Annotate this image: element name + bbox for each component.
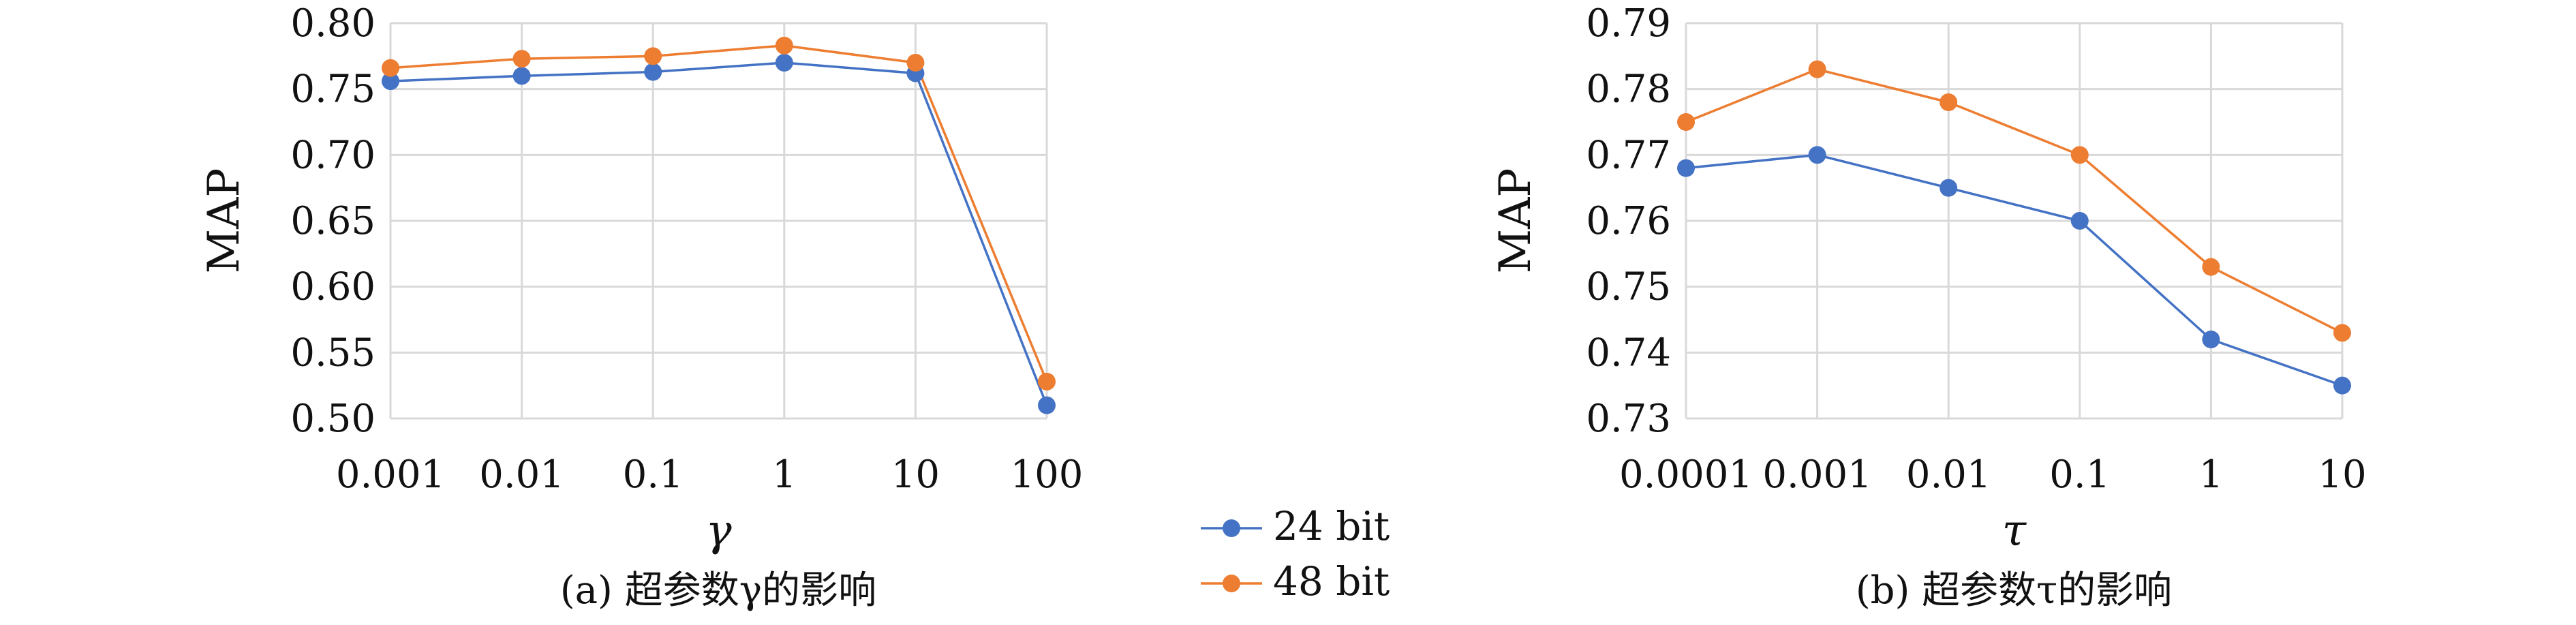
y-tick-label: 0.75 (290, 67, 375, 112)
data-point-24-bit (1939, 179, 1958, 197)
y-axis-label: MAP (199, 168, 249, 274)
legend-label: 24 bit (1273, 503, 1390, 549)
y-axis-label: MAP (1490, 168, 1541, 274)
y-tick-label: 0.50 (290, 397, 375, 441)
data-point-48-bit (2333, 324, 2351, 342)
data-point-24-bit (1808, 146, 1826, 164)
y-tick-label: 0.79 (1586, 1, 1671, 46)
y-tick-label: 0.76 (1586, 199, 1671, 243)
x-tick-label: 0.1 (2049, 453, 2110, 497)
x-tick-label: 10 (891, 453, 940, 497)
chart-caption: (a) 超参数γ的影响 (560, 568, 876, 613)
y-tick-label: 0.70 (290, 133, 375, 177)
x-axis-label: γ (705, 506, 732, 556)
series-line-48-bit (1685, 67, 2343, 334)
x-tick-label: 1 (2199, 453, 2224, 497)
legend-label: 48 bit (1273, 558, 1390, 605)
data-point-48-bit (1038, 372, 1056, 391)
data-point-24-bit (1038, 396, 1056, 414)
chart-gamma: 0.80 0.75 0.70 0.65 0.60 0.55 0.50 0.001 0.01 0.1… (199, 1, 1083, 613)
legend: 24 bit 48 bit (1201, 503, 1390, 605)
data-point-24-bit (775, 54, 793, 72)
x-tick-label: 0.01 (1906, 453, 1991, 497)
data-point-48-bit (775, 36, 793, 55)
data-point-48-bit (644, 47, 662, 65)
legend-swatch-marker (1223, 519, 1240, 537)
y-tick-label: 0.78 (1586, 67, 1671, 112)
chart-caption: (b) 超参数τ的影响 (1856, 568, 2172, 613)
x-tick-label: 0.001 (1762, 453, 1871, 497)
y-tick-label: 0.80 (290, 1, 375, 46)
data-point-24-bit (512, 67, 531, 85)
data-point-48-bit (1677, 113, 1695, 131)
y-tick-label: 0.75 (1586, 265, 1671, 309)
x-tick-label: 0.1 (623, 453, 684, 497)
y-tick-label: 0.74 (1586, 331, 1671, 375)
x-tick-label: 10 (2318, 453, 2366, 497)
data-point-24-bit (382, 72, 399, 91)
series-line-48-bit (390, 44, 1048, 382)
data-point-24-bit (2202, 331, 2220, 348)
x-tick-label: 0.0001 (1619, 453, 1753, 497)
data-point-48-bit (382, 59, 399, 77)
series-line-24-bit (390, 61, 1048, 406)
x-tick-label: 0.01 (479, 453, 564, 497)
data-point-48-bit (2070, 146, 2089, 164)
y-tick-label: 0.55 (290, 331, 375, 375)
data-point-24-bit (2070, 212, 2089, 230)
x-tick-label: 0.001 (336, 453, 445, 497)
data-point-48-bit (1939, 93, 1958, 111)
legend-swatch-marker (1223, 575, 1240, 592)
series-line-24-bit (1685, 153, 2343, 387)
x-axis-label: τ (2002, 506, 2027, 556)
data-point-48-bit (2202, 258, 2220, 276)
y-tick-label: 0.77 (1586, 133, 1671, 177)
x-tick-label: 1 (772, 453, 797, 497)
y-tick-label: 0.73 (1586, 397, 1671, 441)
data-point-24-bit (1677, 159, 1695, 177)
x-tick-label: 100 (1011, 453, 1084, 497)
data-point-48-bit (512, 50, 531, 68)
chart-tau: 0.79 0.78 0.77 0.76 0.75 0.74 0.73 0.0001 0.001 0… (1490, 1, 2367, 613)
y-tick-label: 0.65 (290, 199, 375, 243)
data-point-48-bit (1808, 60, 1826, 78)
data-point-48-bit (906, 54, 925, 72)
y-tick-label: 0.60 (290, 265, 375, 309)
data-point-24-bit (2333, 376, 2351, 395)
data-point-24-bit (644, 63, 662, 81)
